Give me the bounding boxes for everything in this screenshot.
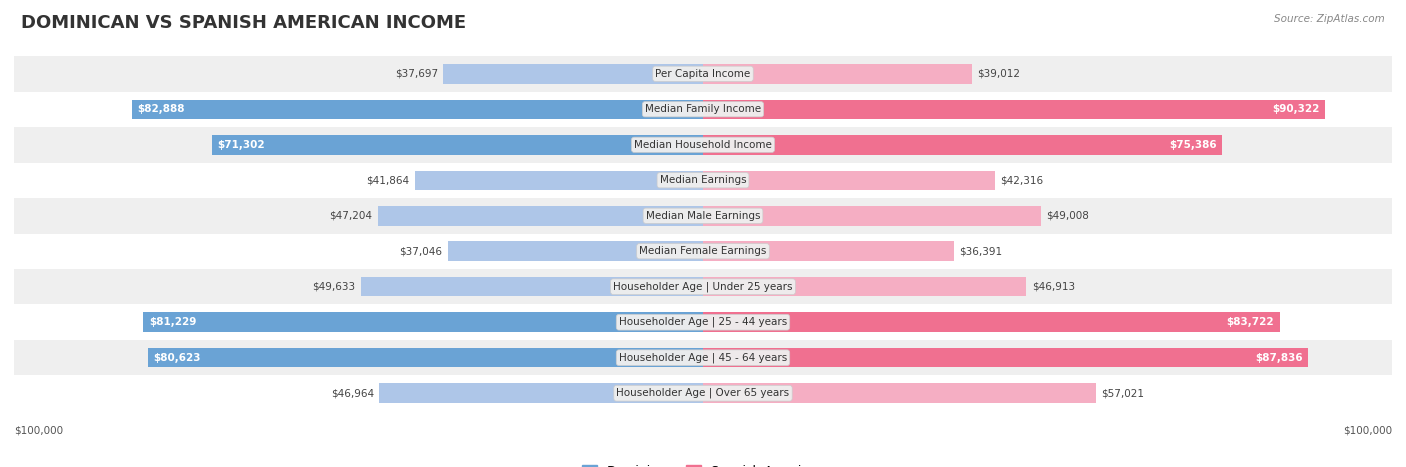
Text: Householder Age | Over 65 years: Householder Age | Over 65 years xyxy=(616,388,790,398)
Text: $100,000: $100,000 xyxy=(14,425,63,435)
Bar xyxy=(703,206,1040,226)
Text: Median Household Income: Median Household Income xyxy=(634,140,772,150)
Bar xyxy=(380,383,703,403)
Text: $49,633: $49,633 xyxy=(312,282,356,292)
Bar xyxy=(703,64,972,84)
Text: Source: ZipAtlas.com: Source: ZipAtlas.com xyxy=(1274,14,1385,24)
Text: $71,302: $71,302 xyxy=(218,140,264,150)
Text: Householder Age | 45 - 64 years: Householder Age | 45 - 64 years xyxy=(619,353,787,363)
Text: $49,008: $49,008 xyxy=(1046,211,1090,221)
Text: DOMINICAN VS SPANISH AMERICAN INCOME: DOMINICAN VS SPANISH AMERICAN INCOME xyxy=(21,14,467,32)
Bar xyxy=(447,241,703,261)
Text: $75,386: $75,386 xyxy=(1170,140,1216,150)
Bar xyxy=(14,198,1392,234)
Bar xyxy=(14,269,1392,304)
Legend: Dominican, Spanish American: Dominican, Spanish American xyxy=(576,460,830,467)
Bar xyxy=(14,234,1392,269)
Bar xyxy=(703,99,1326,119)
Text: Householder Age | Under 25 years: Householder Age | Under 25 years xyxy=(613,282,793,292)
Text: $36,391: $36,391 xyxy=(959,246,1002,256)
Text: $87,836: $87,836 xyxy=(1256,353,1302,363)
Text: $41,864: $41,864 xyxy=(366,175,409,185)
Text: Householder Age | 25 - 44 years: Householder Age | 25 - 44 years xyxy=(619,317,787,327)
Text: Per Capita Income: Per Capita Income xyxy=(655,69,751,79)
Text: $82,888: $82,888 xyxy=(138,104,186,114)
Bar xyxy=(14,304,1392,340)
Bar xyxy=(703,277,1026,297)
Text: $46,964: $46,964 xyxy=(330,388,374,398)
Text: $37,697: $37,697 xyxy=(395,69,437,79)
Bar xyxy=(143,312,703,332)
Bar xyxy=(703,383,1095,403)
Text: $83,722: $83,722 xyxy=(1226,317,1274,327)
Bar xyxy=(703,241,953,261)
Bar xyxy=(703,348,1308,368)
Bar xyxy=(703,135,1222,155)
Bar xyxy=(132,99,703,119)
Bar xyxy=(14,340,1392,375)
Bar xyxy=(443,64,703,84)
Text: $46,913: $46,913 xyxy=(1032,282,1074,292)
Text: $47,204: $47,204 xyxy=(329,211,373,221)
Text: Median Male Earnings: Median Male Earnings xyxy=(645,211,761,221)
Text: Median Earnings: Median Earnings xyxy=(659,175,747,185)
Bar xyxy=(14,56,1392,92)
Text: Median Female Earnings: Median Female Earnings xyxy=(640,246,766,256)
Text: Median Family Income: Median Family Income xyxy=(645,104,761,114)
Bar xyxy=(14,375,1392,411)
Bar xyxy=(361,277,703,297)
Text: $57,021: $57,021 xyxy=(1101,388,1144,398)
Bar xyxy=(415,170,703,190)
Text: $39,012: $39,012 xyxy=(977,69,1021,79)
Bar xyxy=(14,163,1392,198)
Bar xyxy=(378,206,703,226)
Text: $42,316: $42,316 xyxy=(1000,175,1043,185)
Text: $100,000: $100,000 xyxy=(1343,425,1392,435)
Text: $81,229: $81,229 xyxy=(149,317,197,327)
Text: $80,623: $80,623 xyxy=(153,353,201,363)
Text: $90,322: $90,322 xyxy=(1272,104,1320,114)
Bar xyxy=(14,127,1392,163)
Bar xyxy=(703,170,994,190)
Bar xyxy=(212,135,703,155)
Bar xyxy=(14,92,1392,127)
Bar xyxy=(148,348,703,368)
Bar xyxy=(703,312,1279,332)
Text: $37,046: $37,046 xyxy=(399,246,443,256)
